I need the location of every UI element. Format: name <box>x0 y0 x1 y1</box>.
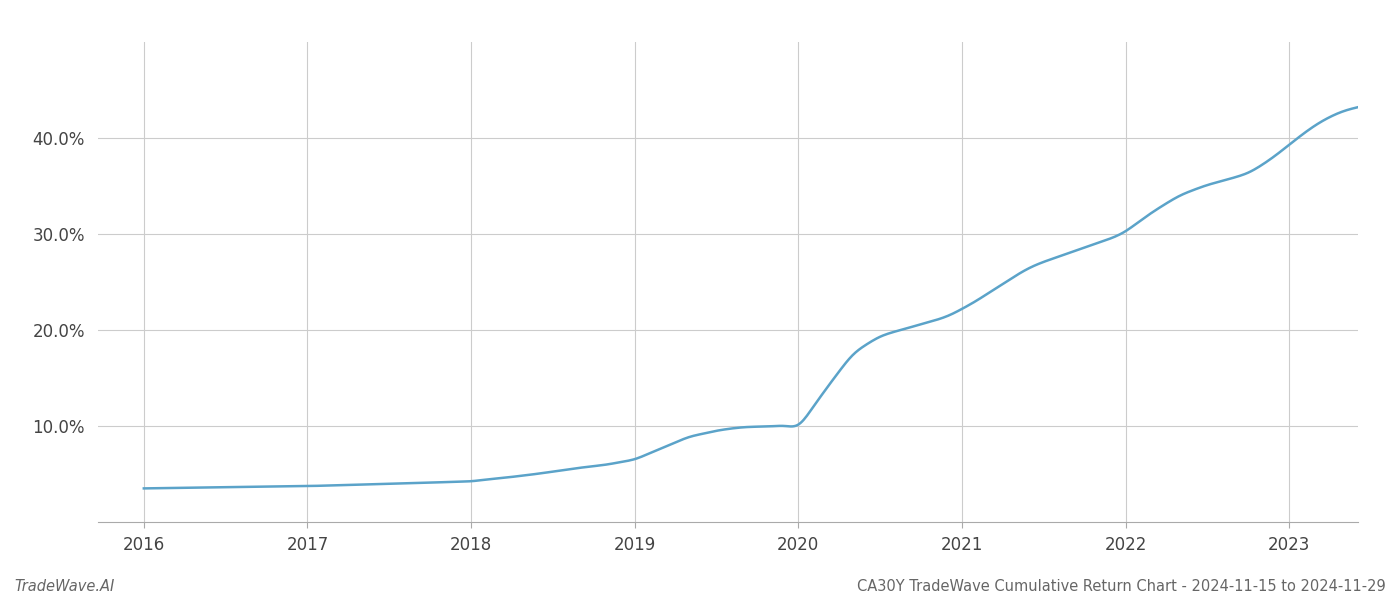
Text: CA30Y TradeWave Cumulative Return Chart - 2024-11-15 to 2024-11-29: CA30Y TradeWave Cumulative Return Chart … <box>857 579 1386 594</box>
Text: TradeWave.AI: TradeWave.AI <box>14 579 115 594</box>
